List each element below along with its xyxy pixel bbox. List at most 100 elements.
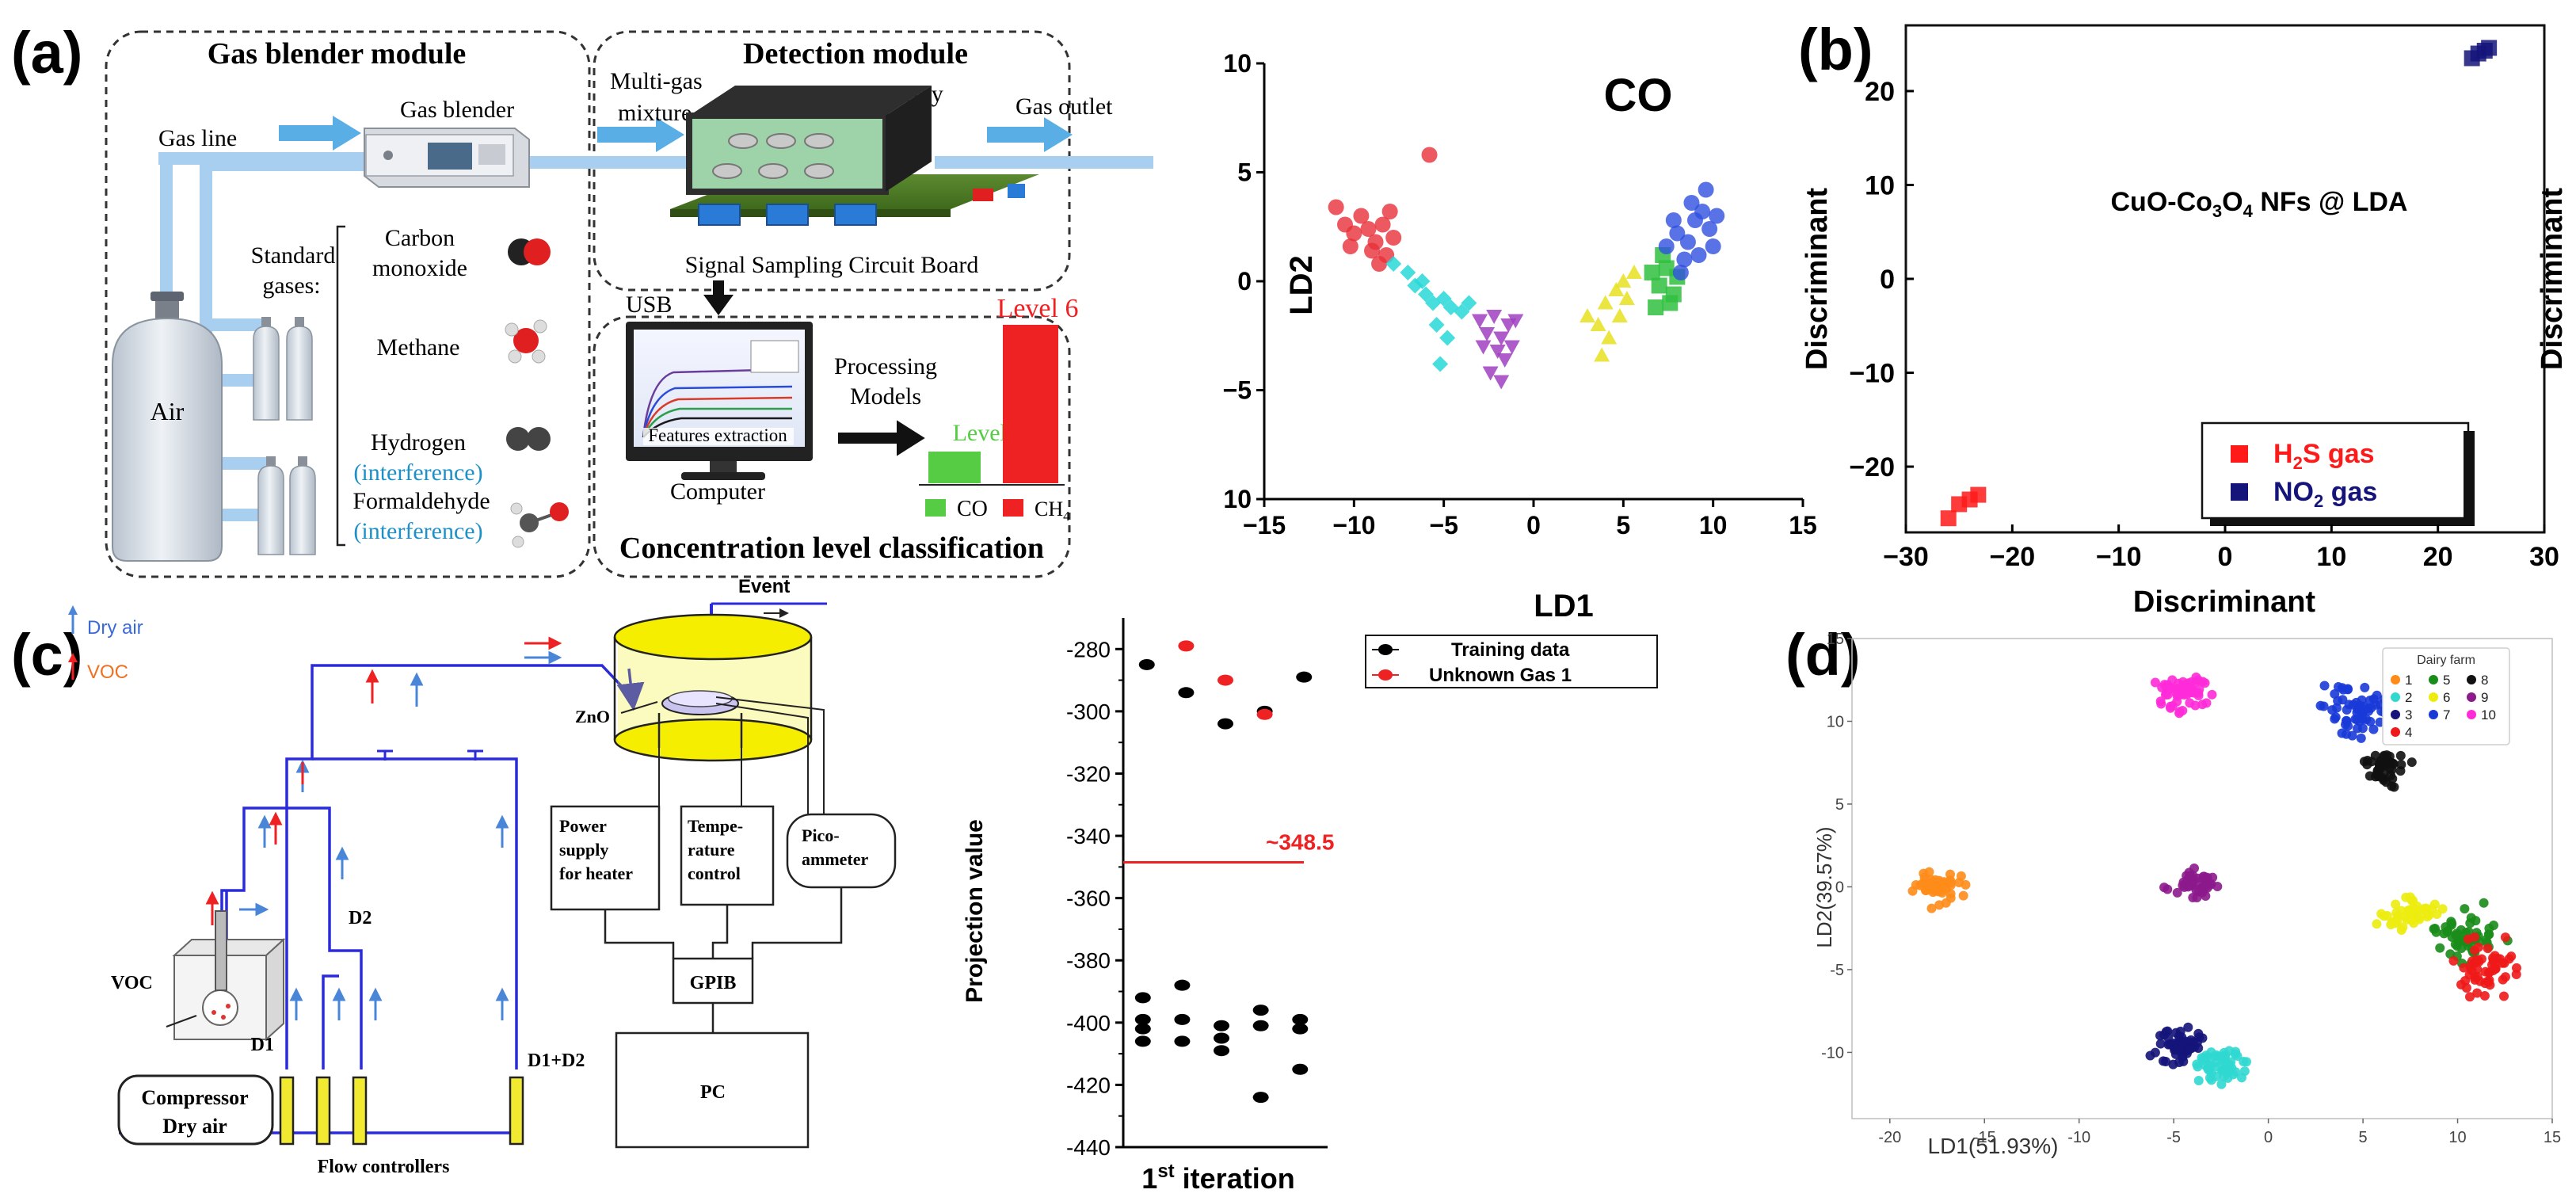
proj-point-training-data bbox=[1292, 1063, 1309, 1075]
d1-label: D1 bbox=[251, 1035, 274, 1055]
gas-blender-module-title: Gas blender module bbox=[208, 37, 467, 71]
co-point-magenta bbox=[1489, 345, 1506, 359]
d-point-farm-8 bbox=[2362, 760, 2372, 770]
classification-box bbox=[593, 315, 1071, 578]
d-legend-label-10: 10 bbox=[2481, 707, 2496, 723]
co-point-red bbox=[1381, 204, 1398, 219]
co-x-tick-label: 5 bbox=[1616, 511, 1630, 539]
temperature-control-box bbox=[680, 805, 775, 906]
proj-y-tick-label: -360 bbox=[1066, 886, 1111, 911]
co-point-cyan bbox=[1414, 273, 1431, 289]
d-point-farm-1 bbox=[1931, 883, 1942, 893]
gpib-label: GPIB bbox=[690, 973, 737, 993]
co-point-magenta bbox=[1507, 314, 1524, 329]
d-legend-label-7: 7 bbox=[2443, 707, 2450, 723]
d-point-farm-1 bbox=[1926, 903, 1937, 913]
d-point-farm-9 bbox=[2191, 885, 2201, 895]
d-chart-xlabel: LD1(51.93%) bbox=[1928, 1134, 2059, 1158]
d-point-farm-4 bbox=[2461, 983, 2471, 993]
d-point-farm-7 bbox=[2347, 730, 2357, 741]
proj-y-tick-label: -400 bbox=[1066, 1011, 1111, 1035]
d-point-farm-10 bbox=[2191, 672, 2201, 682]
flow-controller-2 bbox=[315, 1076, 331, 1146]
d-point-farm-9 bbox=[2199, 871, 2209, 882]
d-point-farm-8 bbox=[2406, 757, 2417, 768]
co-chart-ylabel: LD2 bbox=[1284, 255, 1319, 315]
sensor-array-device-icon bbox=[670, 86, 1039, 226]
flow-controller-4 bbox=[509, 1076, 524, 1146]
methane-molecule-icon bbox=[505, 319, 547, 364]
proj-point-training-data bbox=[1134, 992, 1151, 1004]
d-point-farm-1 bbox=[1956, 871, 1966, 881]
d-point-farm-2 bbox=[2236, 1073, 2246, 1083]
gas-item-1-line2: monoxide bbox=[372, 255, 467, 281]
co-point-magenta bbox=[1486, 310, 1503, 324]
co-point-magenta bbox=[1496, 353, 1513, 368]
co-chart-xlabel: LD1 bbox=[1534, 589, 1594, 623]
d-point-farm-4 bbox=[2480, 978, 2490, 989]
panel-d-label: (d) bbox=[1785, 622, 1861, 688]
co-y-tick-label: 0 bbox=[1237, 267, 1252, 295]
flow-controllers-label: Flow controllers bbox=[318, 1157, 450, 1177]
d-point-farm-4 bbox=[2448, 955, 2459, 966]
d-point-farm-5 bbox=[2460, 904, 2470, 914]
d-point-farm-10 bbox=[2174, 707, 2185, 717]
d-legend-marker-4 bbox=[2391, 727, 2400, 737]
d-point-farm-3 bbox=[2145, 1050, 2155, 1061]
co-y-tick-label: 10 bbox=[1223, 49, 1252, 78]
flow-controllers bbox=[279, 1076, 524, 1146]
d-point-farm-7 bbox=[2364, 706, 2374, 716]
compressor-box bbox=[117, 1074, 274, 1146]
proj-y-tick-label: -420 bbox=[1066, 1073, 1111, 1097]
proj-y-tick-label: -340 bbox=[1066, 824, 1111, 848]
gases-label: gases: bbox=[262, 273, 320, 299]
d-point-farm-3 bbox=[2170, 1049, 2181, 1059]
d-legend-label-8: 8 bbox=[2481, 673, 2488, 688]
d-point-farm-4 bbox=[2479, 990, 2490, 1001]
d-point-farm-9 bbox=[2188, 871, 2198, 881]
gas-item-2-line1: Methane bbox=[377, 334, 460, 360]
mixture-label: mixture bbox=[618, 100, 692, 126]
gas-item-3-line1: Hydrogen bbox=[371, 429, 466, 456]
test-chamber-icon bbox=[613, 602, 827, 816]
d-point-farm-2 bbox=[2193, 1076, 2204, 1086]
co-y-tick-label: 5 bbox=[1237, 158, 1252, 187]
d-point-farm-9 bbox=[2188, 893, 2198, 903]
processing-arrow-icon bbox=[838, 420, 925, 456]
d-point-farm-10 bbox=[2150, 677, 2160, 688]
co-point-red bbox=[1342, 238, 1358, 254]
co-point-yellow bbox=[1580, 308, 1595, 322]
d-point-farm-10 bbox=[2190, 700, 2201, 711]
co-point-cyan bbox=[1385, 256, 1402, 272]
d-legend-label-2: 2 bbox=[2405, 690, 2412, 705]
air-cylinder-icon bbox=[112, 292, 223, 562]
d-legend-title: Dairy farm bbox=[2417, 654, 2475, 667]
legend-voc-label: VOC bbox=[87, 662, 128, 683]
co-y-tick-label: 10 bbox=[1223, 485, 1252, 513]
d-point-farm-7 bbox=[2334, 681, 2344, 692]
d-legend-marker-1 bbox=[2391, 675, 2400, 684]
d-chart-ylabel: LD2(39.57%) bbox=[1812, 826, 1836, 947]
d-point-farm-4 bbox=[2499, 991, 2509, 1001]
proj-point-training-data bbox=[1134, 1023, 1151, 1035]
d-point-farm-2 bbox=[2204, 1065, 2214, 1075]
co-point-yellow bbox=[1611, 308, 1628, 322]
d-point-farm-8 bbox=[2379, 750, 2389, 761]
d-point-farm-1 bbox=[1945, 869, 1956, 879]
legend-dry-air-label: Dry air bbox=[87, 617, 143, 639]
zno-label: ZnO bbox=[575, 707, 610, 726]
co-point-green bbox=[1662, 295, 1679, 311]
pipe-branches bbox=[206, 318, 269, 521]
d-point-farm-7 bbox=[2333, 696, 2343, 706]
b-x-tick-label: −30 bbox=[1883, 542, 1929, 572]
gas-list-bracket bbox=[336, 225, 345, 547]
co-point-red bbox=[1421, 147, 1438, 163]
pc-label: PC bbox=[700, 1082, 726, 1103]
panel-b: (b) CuO-Co3O4 NFs @ LDA H2S gas NO2 gas … bbox=[1798, 17, 2569, 619]
co-point-cyan bbox=[1418, 286, 1434, 303]
projection-chart: Training data Unknown Gas 1 Projection v… bbox=[962, 618, 1658, 1195]
co-point-red bbox=[1364, 242, 1380, 259]
panel-c-label: (c) bbox=[11, 622, 82, 688]
d-point-farm-4 bbox=[2483, 944, 2493, 954]
proj-point-training-data bbox=[1218, 718, 1233, 730]
